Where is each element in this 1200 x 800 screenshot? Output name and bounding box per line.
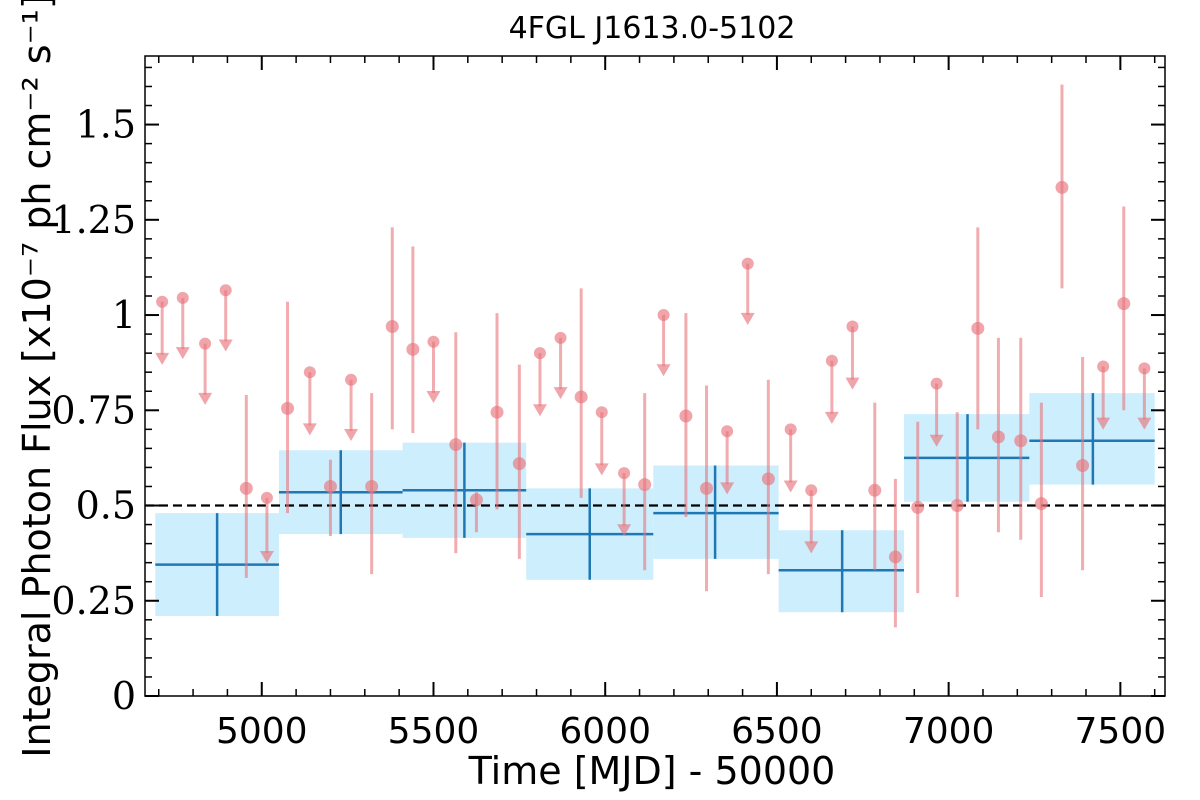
- x-axis-ticks: 5000 5500 6000 6500 7000 7500: [157, 56, 1167, 752]
- y-tick-label: 1: [112, 293, 136, 337]
- plot-frame: [144, 55, 1166, 697]
- upper-limit-marker: [427, 335, 440, 348]
- y-tick-label: 0.5: [76, 484, 136, 528]
- upper-limit-marker: [846, 320, 859, 333]
- upper-limit-arrow-head: [720, 482, 735, 495]
- upper-limit-arrow-head: [1096, 417, 1111, 430]
- upper-limit-arrow-head: [302, 423, 317, 436]
- short-bin-point: [1117, 297, 1131, 311]
- short-bin-point: [911, 500, 925, 514]
- short-bin-point: [950, 499, 964, 513]
- upper-limit-arrow-head: [824, 411, 839, 424]
- short-bin-points: [239, 84, 1131, 628]
- short-bin-point: [385, 319, 399, 333]
- short-bin-point: [638, 478, 652, 492]
- upper-limit-arrow-head: [259, 550, 274, 563]
- upper-limit-arrow-head: [929, 434, 944, 447]
- upper-limit-arrow-head: [804, 541, 819, 554]
- short-bin-point: [700, 481, 714, 495]
- short-bin-point: [323, 479, 337, 493]
- upper-limit-marker: [554, 331, 567, 344]
- upper-limit-marker: [219, 284, 232, 297]
- upper-limit-arrow-head: [553, 387, 568, 400]
- y-axis-ticks: 0 0.25 0.5 0.75 1 1.25 1.5: [51, 66, 1165, 718]
- upper-limit-marker: [825, 354, 838, 367]
- upper-limit-marker: [741, 257, 754, 270]
- upper-limit-arrow-head: [617, 524, 632, 537]
- short-bin-point: [1034, 497, 1048, 511]
- upper-limit-arrow-head: [344, 429, 359, 442]
- short-bin-point: [971, 321, 985, 335]
- upper-limit-arrow-head: [198, 392, 213, 405]
- upper-limit-arrow-head: [175, 347, 190, 360]
- upper-limit-marker: [930, 377, 943, 390]
- short-bin-point: [888, 550, 902, 564]
- short-bin-point: [1014, 434, 1028, 448]
- short-bin-point: [239, 481, 253, 495]
- upper-limit-marker: [156, 295, 169, 308]
- short-bin-point: [406, 342, 420, 356]
- y-tick-label: 0: [112, 674, 136, 718]
- upper-limit-arrow-head: [740, 312, 755, 325]
- chart-title: 4FGL J1613.0-5102: [509, 11, 796, 46]
- short-bin-point: [1076, 459, 1090, 473]
- short-bin-point: [574, 390, 588, 404]
- long-bin-error-bars: [155, 393, 1155, 616]
- upper-limit-marker: [784, 423, 797, 436]
- upper-limit-marker: [176, 291, 189, 304]
- upper-limit-marker: [721, 425, 734, 438]
- x-tick-label: 6000: [559, 711, 651, 752]
- y-axis-label: Integral Photon Flux [x10⁻⁷ ph cm⁻² s⁻¹]: [15, 0, 59, 758]
- short-bin-point: [1055, 180, 1069, 194]
- upper-limit-arrow-head: [426, 390, 441, 403]
- upper-limit-marker: [1097, 360, 1110, 373]
- x-tick-label: 7500: [1075, 711, 1167, 752]
- x-tick-label: 6500: [731, 711, 823, 752]
- short-bin-point: [281, 401, 295, 415]
- upper-limit-arrow-head: [532, 404, 547, 417]
- upper-limit-arrow-head: [1137, 417, 1152, 430]
- upper-limit-marker: [345, 373, 358, 386]
- upper-limit-marker: [533, 347, 546, 360]
- upper-limit-marker: [618, 467, 631, 480]
- y-tick-label: 0.25: [51, 579, 136, 623]
- upper-limit-marker: [595, 406, 608, 419]
- upper-limit-arrow-head: [845, 377, 860, 390]
- upper-limit-arrow-head: [218, 339, 233, 352]
- upper-limit-marker: [199, 337, 212, 350]
- short-bin-point: [490, 405, 504, 419]
- x-tick-label: 5500: [388, 711, 480, 752]
- upper-limit-marker: [657, 309, 670, 322]
- short-bin-point: [469, 493, 483, 507]
- y-tick-label: 0.75: [51, 388, 136, 432]
- short-bin-point: [449, 438, 463, 452]
- upper-limit-arrow-head: [594, 463, 609, 476]
- y-tick-label: 1.5: [76, 103, 136, 147]
- upper-limit-arrow-head: [155, 352, 170, 365]
- short-bin-point: [991, 430, 1005, 444]
- upper-limit-arrow-head: [783, 480, 798, 493]
- short-bin-point: [679, 409, 693, 423]
- short-bin-point: [365, 479, 379, 493]
- x-tick-label: 7000: [903, 711, 995, 752]
- x-axis-label: Time [MJD] - 50000: [468, 749, 836, 793]
- short-bin-point: [512, 457, 526, 471]
- short-bin-point: [868, 483, 882, 497]
- short-bin-point: [761, 472, 775, 486]
- upper-limit-marker: [805, 484, 818, 497]
- upper-limit-marker: [260, 491, 273, 504]
- upper-limit-marker: [303, 366, 316, 379]
- y-tick-label: 1.25: [51, 198, 136, 242]
- short-bin-upper-limits: [155, 257, 1152, 563]
- upper-limit-marker: [1138, 362, 1151, 375]
- x-tick-label: 5000: [216, 711, 308, 752]
- upper-limit-arrow-head: [656, 364, 671, 377]
